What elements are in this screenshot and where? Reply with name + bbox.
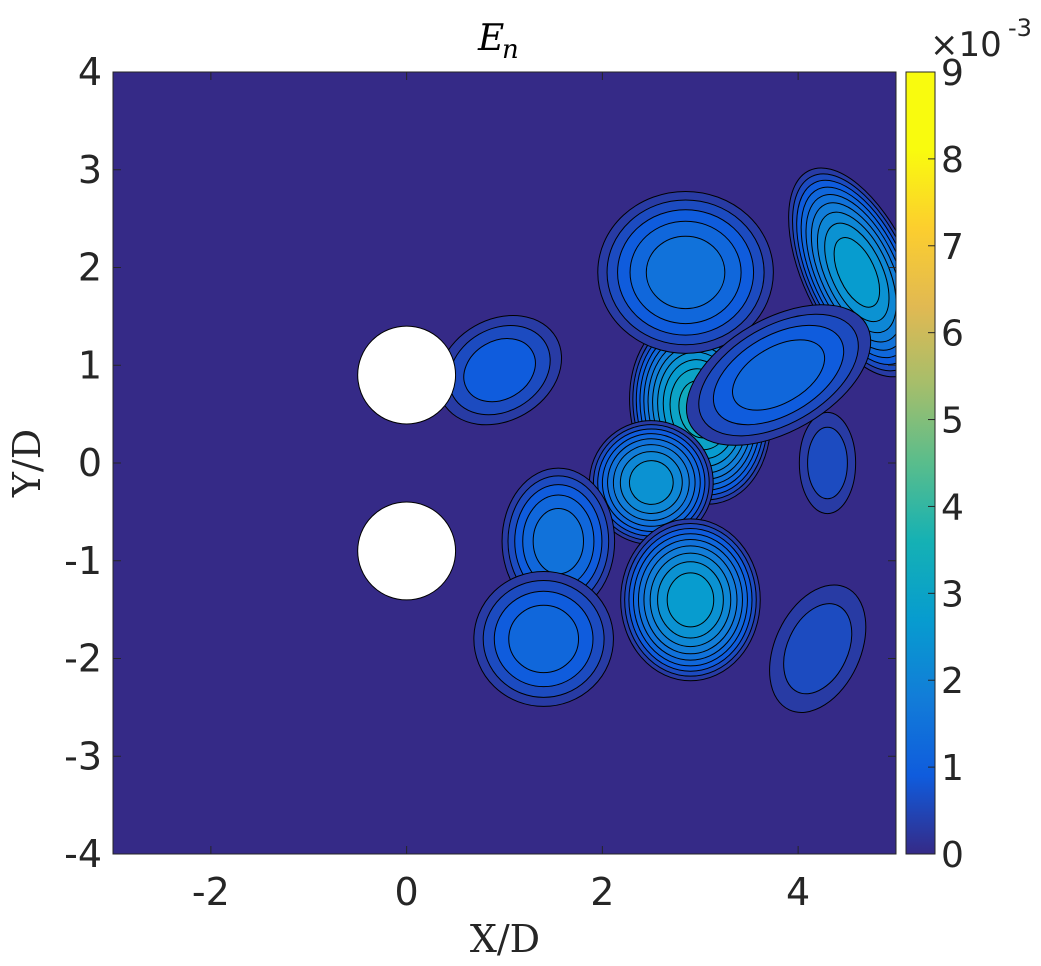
y-tick-label: 3 [78,148,102,192]
contour-level [463,338,536,403]
contour-level [783,603,853,695]
x-axis-ticks: -2 0 2 4 [192,72,810,914]
y-tick-label: 1 [78,343,102,387]
y-tick-label: 4 [78,50,102,94]
plot-area [113,72,896,854]
contour-level [532,508,584,575]
colorbar-exponent: ×10 [930,25,1002,65]
y-tick-label: -2 [64,637,102,681]
chart-title-subscript: n [502,35,519,65]
cylinder [357,501,457,601]
y-tick-label: -4 [64,832,102,876]
colorbar-tick-label: 4 [941,487,964,528]
contour-level [628,460,674,505]
contour-level [666,572,715,628]
plot-background [113,72,896,854]
y-axis-ticks: -4 -3 -2 -1 0 1 2 3 4 [64,50,896,876]
colorbar-gradient [905,71,936,855]
x-tick-label: 2 [590,870,614,914]
contour-level [731,339,826,411]
contour-level [833,237,881,308]
chart-title: E [477,18,504,59]
colorbar: 0 1 2 3 4 5 6 7 8 9 ×10 -3 [905,14,1032,876]
y-tick-label: 2 [78,246,102,290]
contour-level [645,235,726,310]
colorbar-tick-label: 5 [941,401,964,442]
colorbar-tick-label: 2 [941,661,964,702]
contour-level [508,604,580,674]
y-tick-label: -1 [64,539,102,583]
y-tick-label: -3 [64,734,102,778]
colorbar-tick-label: 9 [941,53,964,94]
colorbar-tick-label: 6 [941,314,964,355]
contour-level [807,426,848,500]
colorbar-ticks: 0 1 2 3 4 5 6 7 8 9 [928,53,964,876]
y-tick-label: 0 [78,441,102,485]
cylinders-layer [357,325,457,601]
x-tick-label: -2 [192,870,230,914]
colorbar-tick-label: 7 [941,227,964,268]
x-axis-label: X/D [470,917,540,961]
x-tick-label: 0 [395,870,419,914]
x-tick-label: 4 [786,870,810,914]
contour-layer [437,167,896,713]
colorbar-tick-label: 3 [941,574,964,615]
cylinder [357,325,457,425]
colorbar-tick-label: 0 [941,835,964,876]
y-axis-label: Y/D [5,429,49,498]
colorbar-tick-label: 1 [941,748,964,789]
colorbar-tick-label: 8 [941,140,964,181]
colorbar-exponent-power: -3 [1008,14,1032,42]
